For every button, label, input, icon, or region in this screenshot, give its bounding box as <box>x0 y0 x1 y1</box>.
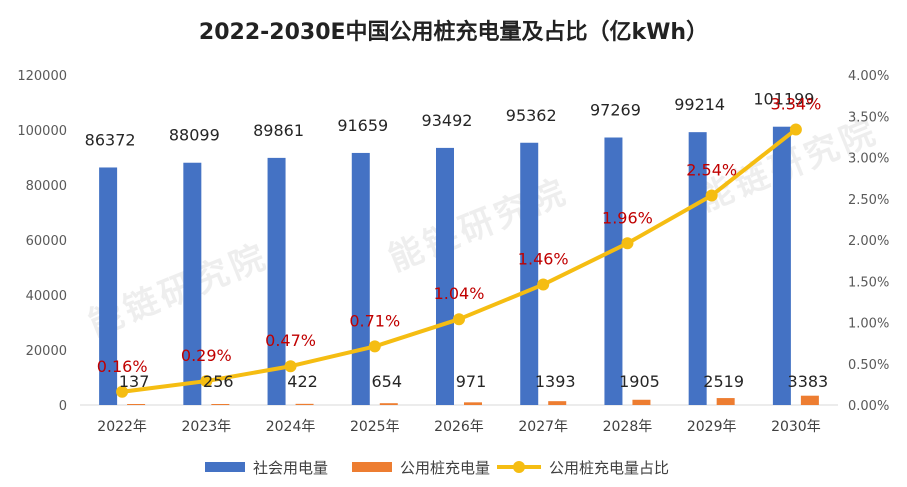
bar-2 <box>267 157 286 405</box>
bar-3 <box>351 152 370 405</box>
data-label: 97269 <box>590 101 641 120</box>
bar-0 <box>99 167 118 405</box>
data-label: 2.54% <box>686 160 737 179</box>
data-label: 99214 <box>674 95 725 114</box>
y-tick-label: 80000 <box>26 179 67 194</box>
bar-8 <box>800 395 819 405</box>
data-label: 3.34% <box>770 94 821 113</box>
y-tick-label: 20000 <box>26 344 67 359</box>
legend-label: 公用桩充电量占比 <box>549 459 669 477</box>
data-label: 88099 <box>169 126 220 145</box>
x-tick-label: 2024年 <box>266 419 316 435</box>
x-tick-label: 2027年 <box>518 419 568 435</box>
line-point-5 <box>537 278 550 291</box>
y2-tick-label: 0.00% <box>848 399 889 414</box>
bar-5 <box>548 401 567 405</box>
bar-6 <box>604 137 623 405</box>
data-label: 93492 <box>422 111 473 130</box>
data-label: 86372 <box>85 130 136 149</box>
legend-label: 社会用电量 <box>253 459 328 477</box>
line-point-7 <box>705 189 718 202</box>
data-label: 0.16% <box>97 357 148 376</box>
x-tick-label: 2029年 <box>687 419 737 435</box>
line-point-8 <box>789 123 802 136</box>
legend-label: 公用桩充电量 <box>400 459 490 477</box>
bar-1 <box>183 162 202 405</box>
y-tick-label: 0 <box>59 399 67 414</box>
data-label: 256 <box>203 372 234 391</box>
legend-swatch-1 <box>352 462 392 472</box>
y-tick-label: 100000 <box>17 124 67 139</box>
y2-tick-label: 2.00% <box>848 234 889 249</box>
data-label: 95362 <box>506 106 557 125</box>
bar-3 <box>379 403 398 405</box>
data-label: 1905 <box>619 372 660 391</box>
data-label: 0.29% <box>181 346 232 365</box>
x-tick-label: 2026年 <box>434 419 484 435</box>
line-point-3 <box>368 340 381 353</box>
y-tick-label: 120000 <box>17 69 67 84</box>
data-label: 1.04% <box>434 284 485 303</box>
data-label: 1.96% <box>602 208 653 227</box>
x-tick-label: 2030年 <box>771 419 821 435</box>
data-label: 91659 <box>337 116 388 135</box>
bar-7 <box>716 398 735 405</box>
x-tick-label: 2023年 <box>182 419 232 435</box>
bar-4 <box>464 402 482 405</box>
bar-1 <box>211 404 230 405</box>
line-point-4 <box>453 313 465 326</box>
line-point-6 <box>621 237 634 250</box>
y2-tick-label: 2.50% <box>848 193 889 208</box>
legend-swatch-0 <box>205 462 245 472</box>
y2-tick-label: 0.50% <box>848 358 889 373</box>
legend-swatch-marker <box>513 461 525 473</box>
bar-8 <box>772 126 791 405</box>
x-tick-label: 2022年 <box>97 419 147 435</box>
bar-5 <box>520 142 539 405</box>
data-label: 0.47% <box>265 331 316 350</box>
data-label: 654 <box>372 372 403 391</box>
bar-0 <box>127 404 146 405</box>
y-tick-label: 40000 <box>26 289 67 304</box>
bar-2 <box>295 403 314 405</box>
data-label: 137 <box>119 372 150 391</box>
data-label: 1393 <box>535 372 576 391</box>
bar-6 <box>632 399 651 405</box>
data-label: 3383 <box>788 372 829 391</box>
line-point-2 <box>284 360 297 373</box>
y2-tick-label: 3.00% <box>848 152 889 167</box>
line-point-0 <box>116 385 129 398</box>
y-tick-label: 60000 <box>26 234 67 249</box>
bar-4 <box>436 147 454 405</box>
line-point-1 <box>200 375 213 388</box>
y2-tick-label: 1.50% <box>848 275 889 290</box>
y2-tick-label: 4.00% <box>848 69 889 84</box>
data-label: 971 <box>456 372 487 391</box>
y2-tick-label: 3.50% <box>848 110 889 125</box>
data-label: 0.71% <box>349 311 400 330</box>
data-label: 101199 <box>753 90 814 109</box>
data-label: 2519 <box>703 372 744 391</box>
data-label: 422 <box>287 372 318 391</box>
x-tick-label: 2028年 <box>603 419 653 435</box>
chart-title: 2022-2030E中国公用桩充电量及占比（亿kWh） <box>198 20 709 45</box>
data-label: 89861 <box>253 121 304 140</box>
x-tick-label: 2025年 <box>350 419 400 435</box>
y2-tick-label: 1.00% <box>848 317 889 332</box>
data-label: 1.46% <box>518 250 569 269</box>
